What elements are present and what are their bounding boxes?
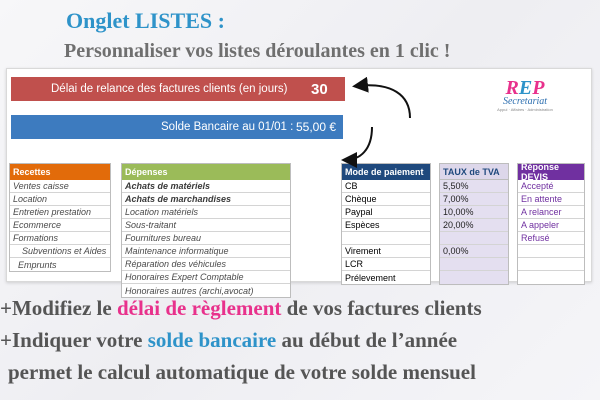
relance-label: Délai de relance des factures clients (e…	[51, 83, 288, 95]
solde-label: Solde Bancaire au 01/01 :	[161, 121, 294, 133]
list-item[interactable]: Réparation des véhicules	[122, 258, 290, 271]
mode-header: Mode de paiement	[342, 164, 430, 180]
list-item[interactable]: Accepté	[518, 180, 584, 193]
callout-delai: +Modifiez le délai de règlement de vos f…	[0, 296, 482, 320]
list-item[interactable]	[518, 245, 584, 258]
list-item[interactable]: Virement	[342, 245, 430, 258]
recettes-header: Recettes	[10, 164, 110, 180]
tva-header: TAUX de TVA	[440, 164, 508, 180]
list-item[interactable]: Maintenance informatique	[122, 245, 290, 258]
callout-solde: +Indiquer votre solde bancaire au début …	[0, 328, 458, 352]
callout-calcul: permet le calcul automatique de votre so…	[8, 360, 476, 384]
devis-header: Réponse DEVIS	[518, 162, 584, 182]
list-item[interactable]: Ecommerce	[10, 219, 110, 232]
page-subtitle: Personnaliser vos listes déroulantes en …	[64, 40, 451, 62]
list-item[interactable]: Ventes caisse	[10, 180, 110, 193]
list-item[interactable]: Sous-traitant	[122, 219, 290, 232]
page-title: Onglet LISTES :	[66, 8, 225, 33]
list-item[interactable]	[440, 258, 508, 271]
list-item[interactable]	[440, 232, 508, 245]
list-item[interactable]: 0,00%	[440, 245, 508, 258]
list-item[interactable]: Honoraires autres (archi,avocat)	[125, 285, 254, 296]
list-item[interactable]: Location	[10, 193, 110, 206]
list-item[interactable]: 20,00%	[440, 219, 508, 232]
relance-setting-bar[interactable]: Délai de relance des factures clients (e…	[11, 77, 345, 101]
list-item[interactable]: Achats de marchandises	[122, 193, 290, 206]
list-item[interactable]: En attente	[518, 193, 584, 206]
list-item[interactable]	[342, 232, 430, 245]
list-item[interactable]: A appeler	[518, 219, 584, 232]
list-item[interactable]: Emprunts	[18, 259, 57, 270]
arrow-to-solde	[341, 126, 373, 168]
list-item[interactable]: Location matériels	[122, 206, 290, 219]
solde-setting-bar[interactable]: Solde Bancaire au 01/01 : 55,00 €	[11, 115, 343, 139]
logo-text: Secretariat	[502, 96, 548, 107]
logo-mark: REP	[505, 77, 545, 99]
list-item[interactable]: Refusé	[518, 232, 584, 245]
list-item[interactable]: 7,00%	[440, 193, 508, 206]
recettes-list: Recettes Ventes caisse Location Entretie…	[9, 163, 111, 272]
list-item[interactable]: Subventions et Aides	[10, 245, 110, 258]
list-item[interactable]: A relancer	[518, 206, 584, 219]
rep-secretariat-logo: REP Secretariat Appui · Affaires · Admin…	[495, 77, 555, 123]
list-item[interactable]	[518, 258, 584, 271]
taux-tva-list: TAUX de TVA 5,50% 7,00% 10,00% 20,00% 0,…	[439, 163, 509, 285]
logo-tagline: Appui · Affaires · Administration	[497, 107, 553, 112]
relance-value[interactable]: 30	[311, 80, 328, 98]
list-item[interactable]: 10,00%	[440, 206, 508, 219]
reponse-devis-list: Réponse DEVIS Accepté En attente A relan…	[517, 162, 585, 285]
list-item[interactable]: Paypal	[342, 206, 430, 219]
depenses-list: Dépenses Achats de matériels Achats de m…	[121, 163, 291, 298]
list-item[interactable]: Entretien prestation	[10, 206, 110, 219]
list-item[interactable]: 5,50%	[440, 180, 508, 193]
list-item[interactable]: Achats de matériels	[122, 180, 290, 193]
arrow-to-relance	[352, 76, 411, 119]
list-item[interactable]: Formations	[10, 232, 110, 245]
mode-paiement-list: Mode de paiement CB Chèque Paypal Espèce…	[341, 163, 431, 285]
spreadsheet-screenshot: Délai de relance des factures clients (e…	[6, 68, 592, 298]
depenses-header: Dépenses	[122, 164, 290, 180]
list-item[interactable]: LCR	[342, 258, 430, 271]
list-item[interactable]	[440, 271, 508, 284]
list-item[interactable]: Honoraires Expert Comptable	[122, 271, 290, 284]
list-item[interactable]: CB	[342, 180, 430, 193]
list-item[interactable]: Prélevement	[345, 272, 396, 283]
list-item[interactable]: Espèces	[342, 219, 430, 232]
solde-value[interactable]: 55,00 €	[296, 120, 337, 134]
list-item[interactable]: Chèque	[342, 193, 430, 206]
list-item[interactable]: Fournitures bureau	[122, 232, 290, 245]
